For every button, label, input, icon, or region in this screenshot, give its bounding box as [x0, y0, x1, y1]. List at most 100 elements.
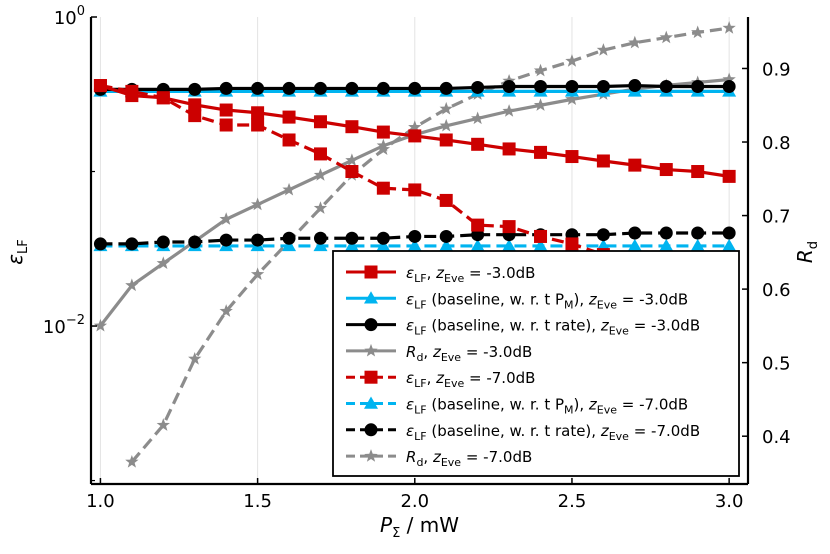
data-point-star [533, 98, 548, 111]
data-point-star [125, 454, 139, 468]
data-point-square [188, 98, 202, 112]
data-point-star [628, 35, 642, 49]
data-point-circle [596, 79, 610, 93]
x-tick-label: 3.0 [715, 491, 744, 512]
data-point-circle [471, 80, 485, 94]
data-point-circle [313, 231, 327, 245]
data-point-star [156, 418, 170, 431]
data-point-star [313, 168, 328, 181]
legend-text: ), [574, 396, 589, 414]
legend-entry-lf-z-eve-3-0db: εLF, zEve = -3.0dB [346, 264, 535, 285]
data-point-square [376, 125, 390, 139]
legend-label: εLF (baseline, w. r. t PM), zEve = -7.0d… [406, 396, 688, 417]
tick-exponent: 0 [77, 4, 85, 19]
data-point-triangle [470, 238, 485, 252]
series-layer [93, 21, 737, 468]
data-point-star [722, 72, 736, 86]
legend-entry-lf-baseline-w-r-t-rate-z-eve-7-0db: εLF (baseline, w. r. t rate), zEve = -7.… [346, 422, 700, 443]
legend-subscript: Eve [441, 351, 461, 364]
data-point-triangle [364, 396, 378, 409]
data-point-circle [125, 237, 139, 251]
tick-exponent: −2 [66, 313, 85, 328]
data-point-square [439, 133, 453, 147]
data-point-star [376, 142, 391, 156]
data-point-square [659, 163, 673, 177]
x-tick-label: 1.0 [86, 491, 115, 512]
data-point-triangle [407, 238, 422, 252]
data-point-star [659, 30, 673, 44]
legend-text: = -7.0dB [629, 422, 700, 440]
tick-base: 10 [43, 317, 66, 338]
data-point-circle [376, 231, 390, 245]
data-point-square [345, 165, 359, 179]
data-point-star [219, 212, 233, 225]
data-point-star [565, 92, 579, 106]
data-point-square [364, 265, 378, 279]
x-axis-label-sub: Σ [392, 526, 400, 541]
legend-text: z [435, 369, 445, 387]
legend-label: εLF (baseline, w. r. t rate), zEve = -7.… [406, 422, 700, 443]
data-point-star [345, 153, 359, 167]
data-point-star [250, 197, 265, 211]
data-point-circle [502, 79, 516, 93]
x-tick-label: 2.5 [558, 491, 587, 512]
data-point-square [219, 103, 233, 117]
data-point-star [439, 101, 453, 115]
legend-subscript: LF [414, 272, 426, 285]
data-point-square [628, 158, 642, 172]
data-point-star [364, 343, 378, 357]
legend-text: ), [574, 290, 589, 308]
legend-subscript: LF [414, 325, 426, 338]
data-point-circle [251, 81, 265, 95]
data-point-triangle [344, 238, 359, 252]
data-point-square [313, 147, 327, 161]
data-point-circle [364, 423, 378, 437]
legend-text: z [435, 264, 445, 282]
data-point-circle [691, 226, 705, 240]
data-point-square [439, 193, 453, 207]
data-point-star [565, 54, 579, 67]
data-point-circle [408, 229, 422, 243]
y-right-tick-label: 0.4 [762, 427, 791, 448]
legend-label: Rd, zEve = -3.0dB [406, 343, 532, 364]
data-point-circle [188, 82, 202, 96]
data-point-star [596, 43, 611, 56]
legend-text: , [427, 369, 437, 387]
x-tick-label: 1.5 [243, 491, 272, 512]
data-point-triangle [722, 238, 737, 252]
data-point-square [596, 154, 610, 168]
y-left-axis-label-main: ε [3, 254, 27, 265]
y-left-axis-label-sub: LF [16, 239, 31, 254]
legend-label: εLF (baseline, w. r. t rate), zEve = -3.… [406, 317, 700, 338]
data-point-circle [345, 231, 359, 245]
data-point-star [364, 449, 378, 462]
data-point-triangle [690, 238, 705, 252]
data-point-circle [376, 81, 390, 95]
data-point-circle [313, 81, 327, 95]
data-point-circle [722, 79, 736, 93]
data-point-triangle [376, 238, 391, 252]
legend-text: = -3.0dB [461, 343, 532, 361]
data-point-triangle [439, 238, 454, 252]
legend-entry-r-d-z-eve-3-0db: Rd, zEve = -3.0dB [346, 343, 532, 364]
y-left-axis-label: εLF [3, 239, 31, 265]
data-point-square [345, 120, 359, 134]
data-point-circle [534, 79, 548, 93]
data-point-star [722, 21, 736, 34]
data-point-star [313, 201, 328, 214]
data-point-square [93, 79, 107, 93]
legend-text: z [588, 396, 598, 414]
tick-base: 10 [54, 8, 77, 29]
data-point-circle [628, 79, 642, 93]
data-point-square [408, 129, 422, 143]
legend-entry-lf-baseline-w-r-t-p-m-z-eve-7-0db: εLF (baseline, w. r. t PM), zEve = -7.0d… [346, 396, 688, 417]
data-point-circle [345, 81, 359, 95]
legend-text: z [432, 343, 442, 361]
legend-text: ε [406, 317, 414, 335]
data-point-square [534, 229, 548, 243]
x-axis-label-main: P [380, 513, 393, 537]
legend-text: ε [406, 396, 414, 414]
legend-text: z [588, 290, 598, 308]
data-point-star [533, 63, 548, 77]
